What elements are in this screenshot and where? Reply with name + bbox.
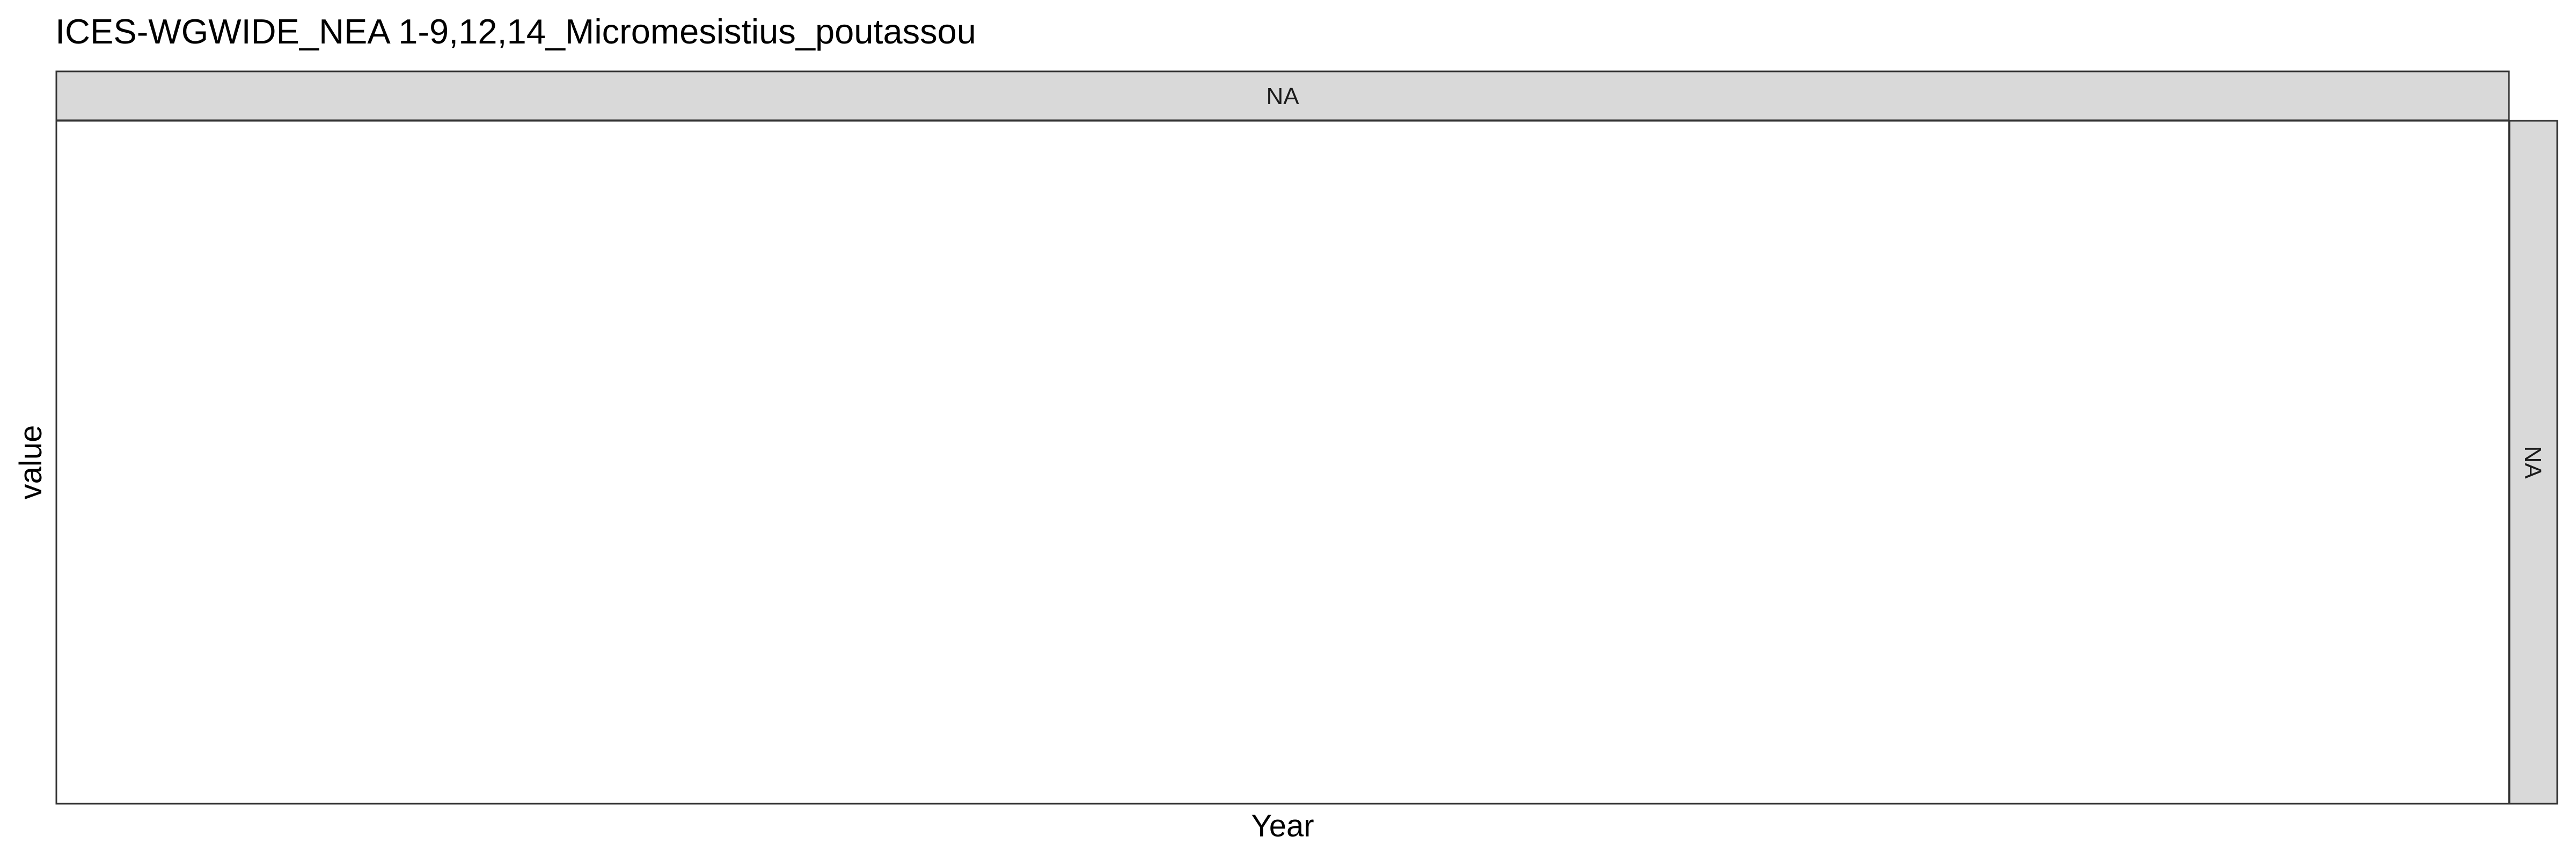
column-facet-strip: NA bbox=[55, 70, 2510, 121]
x-axis-label: Year bbox=[1251, 809, 1314, 843]
column-strip-label: NA bbox=[1266, 83, 1299, 110]
row-strip-background bbox=[2508, 120, 2558, 805]
column-strip-background bbox=[55, 70, 2510, 121]
row-strip-label: NA bbox=[2520, 446, 2546, 479]
row-facet-strip: NA bbox=[2508, 120, 2558, 805]
y-axis-label: value bbox=[13, 425, 48, 500]
chart-title: ICES-WGWIDE_NEA 1-9,12,14_Micromesistius… bbox=[55, 12, 976, 51]
plot-panel bbox=[55, 120, 2510, 805]
